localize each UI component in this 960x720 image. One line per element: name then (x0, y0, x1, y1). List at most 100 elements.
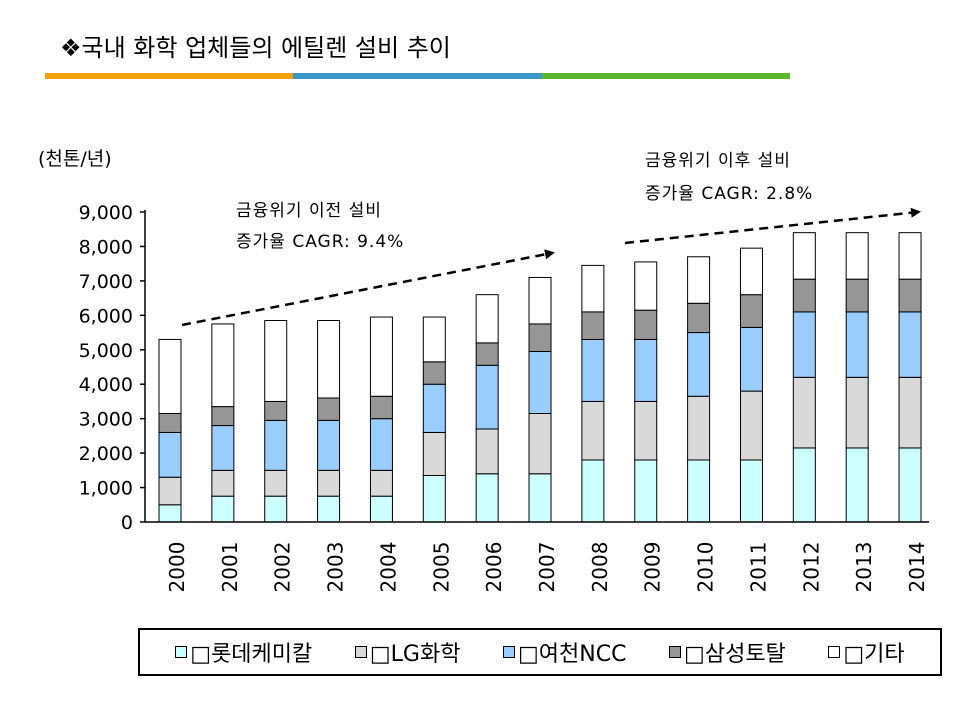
bar-segment-2012-series-3 (792, 278, 816, 313)
bar-segment-2011-series-0 (739, 459, 763, 523)
bar-segment-2001-series-0 (211, 495, 235, 523)
legend-label-yncc: □여천NCC (518, 642, 627, 667)
bar-segment-2007-series-4 (528, 276, 552, 325)
bars (158, 232, 922, 523)
bar-segment-2011-series-4 (739, 247, 763, 296)
bar-segment-2004-series-2 (369, 418, 393, 471)
bar-segment-2009-series-0 (634, 459, 658, 523)
bar-segment-2009-series-1 (634, 400, 658, 461)
bar-segment-2014-series-4 (898, 232, 922, 280)
title-underline-orange (45, 73, 294, 79)
bar-segment-2013-series-4 (845, 232, 869, 280)
y-axis: 0 1,000 2,000 3,000 4,000 5,000 6,000 7,000 8,00… (79, 202, 146, 534)
bar-segment-2008-series-4 (581, 264, 605, 313)
bar-segment-2007-series-3 (528, 323, 552, 353)
bar-segment-2000-series-3 (158, 413, 182, 433)
bar-segment-2004-series-4 (369, 316, 393, 397)
bar-segment-2012-series-0 (792, 447, 816, 523)
bar-segment-2009-series-2 (634, 338, 658, 402)
y-tick-label: 1,000 (79, 478, 133, 500)
bar-segment-2014-series-0 (898, 447, 922, 523)
bar-segment-2002-series-2 (264, 419, 288, 471)
legend-label-samsung-total: □삼성토탈 (684, 642, 786, 667)
bar-segment-2001-series-1 (211, 469, 235, 497)
annotation-post-crisis-line2: 증가율 CAGR: 2.8% (645, 184, 813, 204)
bar-segment-2014-series-1 (898, 376, 922, 449)
pre-crisis-trend-arrow (181, 249, 555, 327)
x-tick-label: 2011 (746, 542, 770, 593)
x-tick-label: 2007 (535, 542, 559, 593)
legend-swatch-yncc (503, 646, 516, 658)
bar-segment-2010-series-4 (687, 256, 711, 304)
bar-segment-2003-series-0 (317, 495, 341, 523)
bar-segment-2011-series-2 (739, 326, 763, 392)
bar-segment-2013-series-0 (845, 447, 869, 523)
bar-segment-2006-series-1 (475, 428, 499, 475)
x-tick-label: 2013 (852, 542, 876, 593)
y-tick-label: 2,000 (79, 443, 133, 465)
bar-segment-2005-series-1 (422, 431, 446, 477)
legend-swatch-lotte (175, 646, 188, 658)
x-tick-label: 2001 (218, 542, 242, 593)
bar-segment-2007-series-0 (528, 473, 552, 523)
legend-swatch-lg (354, 646, 367, 658)
slide-title: ❖국내 화학 업체들의 에틸렌 설비 추이 (60, 34, 451, 62)
bar-segment-2003-series-3 (317, 397, 341, 421)
bar-segment-2012-series-2 (792, 311, 816, 378)
x-tick-label: 2005 (429, 542, 453, 593)
y-tick-label: 8,000 (79, 236, 133, 258)
bar-segment-2005-series-0 (422, 475, 446, 523)
bar-segment-2002-series-0 (264, 495, 288, 523)
bar-segment-2002-series-3 (264, 400, 288, 421)
bar-segment-2008-series-1 (581, 400, 605, 461)
bar-segment-2010-series-1 (687, 395, 711, 461)
x-tick-label: 2006 (482, 542, 506, 593)
bar-segment-2010-series-3 (687, 302, 711, 334)
legend-item-samsung-total: □삼성토탈 (669, 636, 786, 668)
bar-segment-2005-series-2 (422, 383, 446, 433)
bar-segment-2000-series-2 (158, 431, 182, 478)
bar-segment-2000-series-1 (158, 476, 182, 506)
bar-segment-2013-series-2 (845, 311, 869, 378)
bar-segment-2012-series-1 (792, 376, 816, 449)
bar-segment-2014-series-3 (898, 278, 922, 313)
bar-segment-2002-series-1 (264, 469, 288, 497)
bar-segment-2007-series-1 (528, 413, 552, 475)
bar-segment-2010-series-0 (687, 459, 711, 523)
bar-segment-2003-series-1 (317, 469, 341, 497)
x-tick-label: 2004 (376, 542, 400, 593)
bar-segment-2006-series-2 (475, 364, 499, 430)
y-tick-label: 5,000 (79, 340, 133, 362)
bar-segment-2009-series-4 (634, 261, 658, 311)
title-underline-blue (293, 73, 542, 79)
legend-swatch-other (828, 646, 841, 658)
bar-segment-2006-series-3 (475, 342, 499, 366)
bar-segment-2003-series-2 (317, 419, 341, 471)
title-underline-green (541, 73, 790, 79)
legend-item-lg: □LG화학 (354, 636, 460, 668)
x-tick-label: 2012 (799, 542, 823, 593)
post-crisis-trend-arrow (624, 207, 921, 245)
x-tick-label: 2000 (165, 542, 189, 593)
y-tick-label: 7,000 (79, 271, 133, 293)
annotation-post-crisis-line1: 금융위기 이후 설비 (645, 151, 791, 171)
bar-segment-2002-series-4 (264, 320, 288, 402)
legend-item-other: □기타 (828, 636, 905, 668)
bar-segment-2000-series-4 (158, 338, 182, 415)
bar-segment-2006-series-0 (475, 473, 499, 523)
x-tick-label: 2009 (641, 542, 665, 593)
annotation-pre-crisis-line1: 금융위기 이전 설비 (236, 201, 382, 221)
x-tick-label: 2003 (324, 542, 348, 593)
y-tick-label: 6,000 (79, 305, 133, 327)
legend-label-lotte: □롯데케미칼 (190, 642, 313, 667)
y-unit-label: (천톤/년) (38, 148, 112, 170)
bar-segment-2001-series-4 (211, 323, 235, 408)
x-axis: 2000 2001 2002 2003 2004 2005 2006 2007 2008 2009… (145, 521, 930, 593)
bar-segment-2014-series-2 (898, 311, 922, 378)
bar-segment-2001-series-2 (211, 425, 235, 471)
bar-segment-2008-series-2 (581, 338, 605, 402)
bar-segment-2001-series-3 (211, 406, 235, 427)
bar-segment-2005-series-3 (422, 361, 446, 385)
x-tick-label: 2014 (905, 542, 929, 593)
